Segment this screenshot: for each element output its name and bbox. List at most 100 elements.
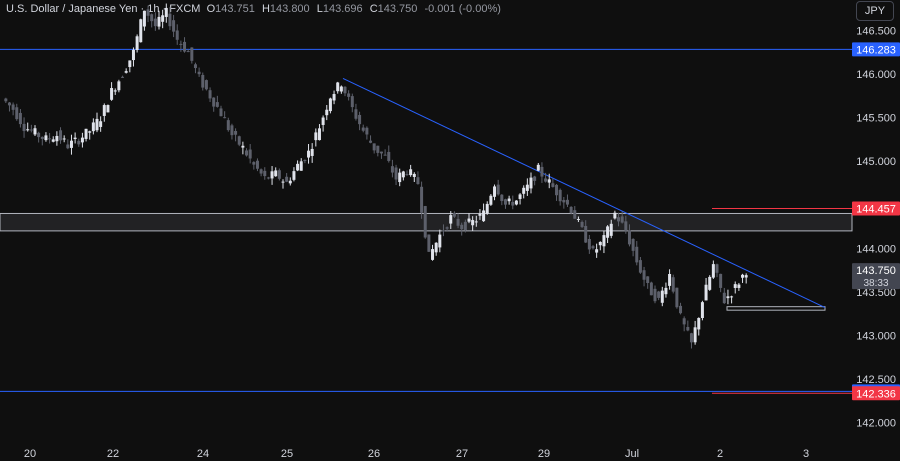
candle-body xyxy=(142,10,146,27)
candle-body xyxy=(73,137,77,140)
candle-body xyxy=(711,264,715,278)
candle-body xyxy=(624,221,628,231)
candle-body xyxy=(245,150,249,156)
candle-body xyxy=(29,129,33,131)
candle xyxy=(303,159,307,164)
candle xyxy=(354,103,358,121)
candle xyxy=(37,131,41,143)
candle-body xyxy=(569,206,573,214)
y-tick-label: 143.500 xyxy=(856,287,896,299)
candle-body xyxy=(595,249,599,253)
candle-body xyxy=(208,90,212,99)
candle-body xyxy=(215,102,219,107)
candle xyxy=(533,175,537,186)
candle-body xyxy=(259,169,263,174)
candle xyxy=(99,116,103,132)
candle xyxy=(102,103,106,122)
candle-body xyxy=(376,145,380,153)
candle-body xyxy=(288,180,292,184)
candle xyxy=(540,162,544,183)
candle xyxy=(460,222,464,236)
candle-body xyxy=(653,288,657,302)
candle xyxy=(69,134,73,155)
candle-body xyxy=(693,327,697,343)
candle xyxy=(157,10,161,30)
candle-body xyxy=(602,235,606,247)
candle xyxy=(434,242,438,256)
candle-body xyxy=(274,170,278,177)
candle-body xyxy=(606,226,610,238)
candle xyxy=(288,177,292,186)
candle-body xyxy=(460,224,464,230)
candle-body xyxy=(427,234,431,252)
candle-body xyxy=(135,36,139,51)
candle xyxy=(347,90,351,101)
candle xyxy=(296,160,300,172)
candle xyxy=(598,241,602,251)
candle-body xyxy=(161,15,165,22)
candle xyxy=(51,136,55,143)
candle-body xyxy=(591,246,595,249)
candle-body xyxy=(347,93,351,97)
candle xyxy=(478,208,482,220)
candle xyxy=(73,132,77,144)
candle xyxy=(405,170,409,176)
candle xyxy=(215,95,219,108)
price-badge-bg xyxy=(852,263,900,290)
candle xyxy=(11,102,15,116)
candle xyxy=(164,3,168,23)
candle xyxy=(653,285,657,304)
currency-button[interactable]: JPY xyxy=(856,1,894,21)
candle xyxy=(722,287,726,304)
candle xyxy=(649,281,653,296)
y-tick-label: 146.500 xyxy=(856,25,896,37)
candle xyxy=(142,10,146,31)
candle-body xyxy=(102,105,106,116)
candle-body xyxy=(726,296,730,299)
candle xyxy=(139,18,143,43)
candle-body xyxy=(153,18,157,27)
candle xyxy=(467,213,471,224)
candle-body xyxy=(66,144,70,149)
candle xyxy=(463,219,467,233)
candle xyxy=(110,82,114,101)
candle xyxy=(525,178,529,196)
candle-body xyxy=(121,76,125,78)
candle xyxy=(317,124,321,141)
candle xyxy=(719,273,723,293)
candle xyxy=(168,6,172,31)
candle-body xyxy=(700,302,704,319)
candle xyxy=(394,164,398,186)
candle-body xyxy=(565,199,569,205)
candle xyxy=(664,282,668,298)
candle-body xyxy=(336,82,340,92)
candle-body xyxy=(555,184,559,196)
x-tick-label: 25 xyxy=(281,448,293,460)
candle-body xyxy=(204,80,208,90)
candle-body xyxy=(307,150,311,158)
candle xyxy=(350,93,354,113)
candle xyxy=(88,130,92,140)
candle-body xyxy=(379,151,383,154)
candle-body xyxy=(467,218,471,222)
candle-body xyxy=(474,221,478,223)
candle-body xyxy=(617,217,621,222)
candle xyxy=(237,135,241,147)
candle xyxy=(18,109,22,128)
candle xyxy=(631,238,635,257)
countdown-label: 38:33 xyxy=(863,278,888,289)
candle xyxy=(241,141,245,155)
candle-body xyxy=(226,120,230,131)
candle-body xyxy=(733,284,737,288)
candle-body xyxy=(441,230,445,232)
x-tick-label: 2 xyxy=(717,448,723,460)
candle xyxy=(234,128,238,142)
candle xyxy=(474,215,478,227)
candle-body xyxy=(95,118,99,131)
candle xyxy=(59,127,63,144)
candle-body xyxy=(124,71,128,73)
candle xyxy=(551,178,555,188)
candle-body xyxy=(281,181,285,183)
change-value: -0.001 (-0.00%) xyxy=(424,3,501,15)
